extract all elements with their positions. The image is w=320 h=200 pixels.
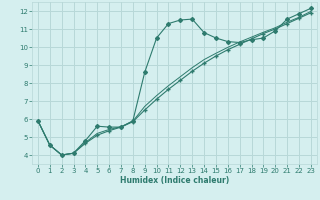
X-axis label: Humidex (Indice chaleur): Humidex (Indice chaleur) xyxy=(120,176,229,185)
